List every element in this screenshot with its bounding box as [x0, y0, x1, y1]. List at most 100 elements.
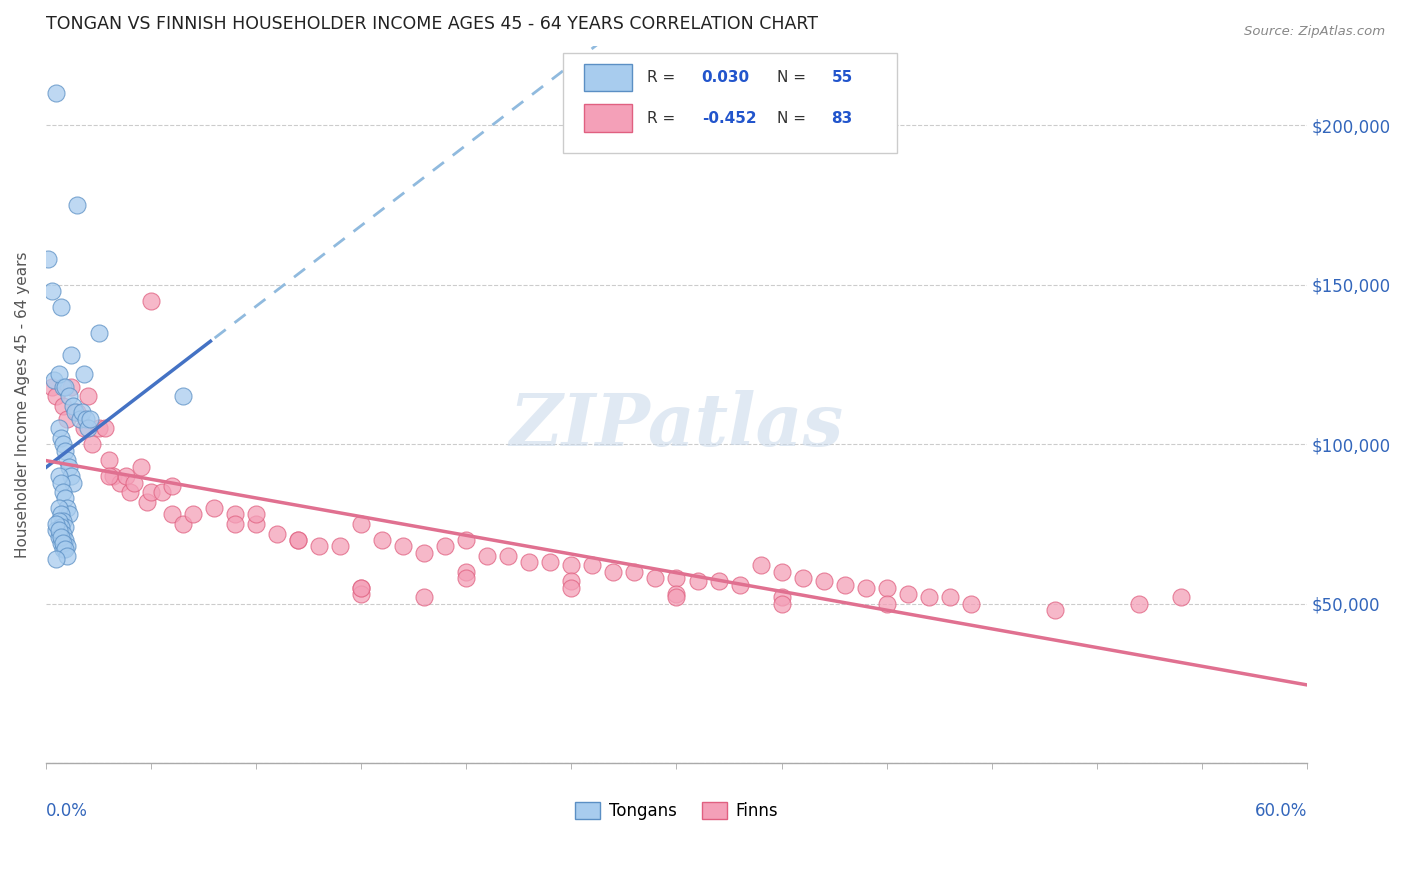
Text: R =: R =: [648, 111, 681, 126]
Point: [172, 389, 194, 403]
Point: [413, 591, 436, 605]
Point: [60, 348, 83, 362]
Point: [456, 565, 478, 579]
Point: [58, 459, 80, 474]
Point: [1170, 591, 1192, 605]
Point: [392, 539, 415, 553]
Point: [108, 475, 131, 490]
FancyBboxPatch shape: [585, 63, 633, 91]
Point: [52, 536, 75, 550]
Point: [172, 516, 194, 531]
Point: [122, 475, 145, 490]
Point: [48, 469, 70, 483]
Point: [150, 485, 173, 500]
Point: [48, 367, 70, 381]
Point: [77, 421, 100, 435]
Point: [581, 558, 603, 573]
Point: [350, 516, 373, 531]
Point: [224, 508, 246, 522]
Point: [45, 524, 67, 538]
Point: [665, 571, 688, 585]
Text: N =: N =: [778, 70, 811, 85]
Point: [48, 501, 70, 516]
Point: [53, 443, 76, 458]
Point: [49, 508, 72, 522]
Point: [876, 581, 898, 595]
Point: [60, 469, 83, 483]
Point: [98, 469, 121, 483]
Point: [49, 475, 72, 490]
Point: [48, 421, 70, 435]
Text: Source: ZipAtlas.com: Source: ZipAtlas.com: [1244, 25, 1385, 38]
Text: 55: 55: [831, 70, 853, 85]
Point: [60, 380, 83, 394]
Point: [62, 399, 84, 413]
Point: [477, 549, 499, 563]
Point: [52, 380, 75, 394]
Point: [49, 520, 72, 534]
Point: [56, 501, 79, 516]
Point: [87, 326, 110, 340]
Point: [49, 300, 72, 314]
Point: [73, 421, 96, 435]
Point: [73, 367, 96, 381]
Point: [160, 479, 183, 493]
Point: [245, 516, 267, 531]
Point: [434, 539, 457, 553]
Point: [53, 380, 76, 394]
Point: [665, 587, 688, 601]
Point: [103, 469, 125, 483]
Point: [1043, 603, 1066, 617]
Point: [770, 597, 793, 611]
Text: R =: R =: [648, 70, 681, 85]
Text: -0.452: -0.452: [702, 111, 756, 126]
Point: [139, 485, 162, 500]
Point: [66, 405, 89, 419]
Legend: Tongans, Finns: Tongans, Finns: [569, 795, 785, 827]
Point: [48, 524, 70, 538]
Point: [49, 536, 72, 550]
Point: [52, 437, 75, 451]
Point: [560, 581, 582, 595]
FancyBboxPatch shape: [585, 104, 633, 132]
Point: [897, 587, 920, 601]
Point: [75, 411, 97, 425]
Point: [160, 508, 183, 522]
Point: [52, 514, 75, 528]
Point: [45, 552, 67, 566]
Point: [498, 549, 520, 563]
Text: TONGAN VS FINNISH HOUSEHOLDER INCOME AGES 45 - 64 YEARS CORRELATION CHART: TONGAN VS FINNISH HOUSEHOLDER INCOME AGE…: [46, 15, 818, 33]
Point: [350, 581, 373, 595]
Point: [129, 459, 152, 474]
Point: [135, 494, 157, 508]
Point: [770, 565, 793, 579]
Point: [308, 539, 330, 553]
Y-axis label: Householder Income Ages 45 - 64 years: Householder Income Ages 45 - 64 years: [15, 252, 30, 558]
FancyBboxPatch shape: [562, 53, 897, 153]
Point: [245, 508, 267, 522]
Point: [792, 571, 814, 585]
Point: [707, 574, 730, 589]
Point: [56, 549, 79, 563]
Text: 60.0%: 60.0%: [1254, 802, 1308, 820]
Point: [959, 597, 981, 611]
Point: [49, 530, 72, 544]
Point: [224, 516, 246, 531]
Point: [98, 453, 121, 467]
Point: [53, 491, 76, 506]
Text: 83: 83: [831, 111, 853, 126]
Point: [45, 516, 67, 531]
Point: [118, 485, 141, 500]
Point: [938, 591, 960, 605]
Text: ZIPatlas: ZIPatlas: [509, 391, 844, 461]
Point: [82, 437, 104, 451]
Point: [1128, 597, 1150, 611]
Point: [52, 485, 75, 500]
Point: [58, 508, 80, 522]
Point: [65, 405, 87, 419]
Point: [70, 405, 93, 419]
Point: [52, 542, 75, 557]
Point: [45, 87, 67, 101]
Point: [918, 591, 941, 605]
Point: [69, 411, 91, 425]
